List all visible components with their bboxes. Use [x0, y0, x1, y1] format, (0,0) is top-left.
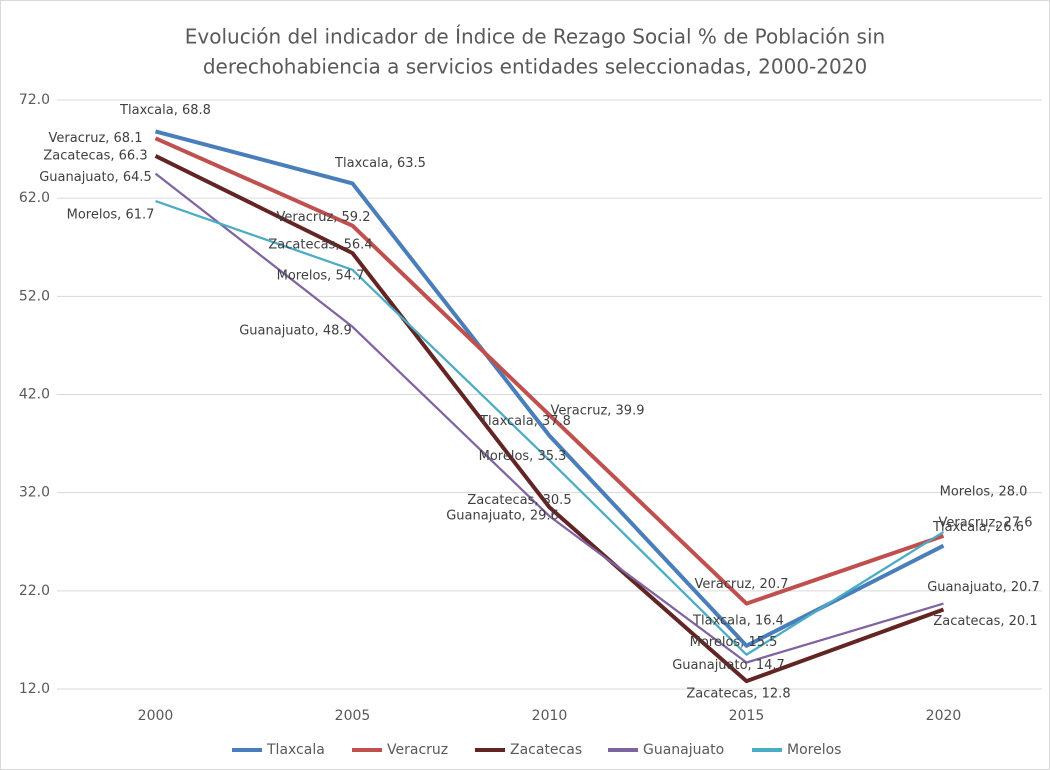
- legend-label: Veracruz: [387, 742, 448, 758]
- data-label: Veracruz, 68.1: [49, 131, 143, 146]
- y-tick-label: 12.0: [19, 681, 50, 697]
- data-label: Veracruz, 39.9: [551, 404, 645, 419]
- x-tick-label: 2005: [335, 708, 371, 724]
- x-tick-label: 2010: [532, 708, 568, 724]
- data-label: Tlaxcala, 68.8: [119, 103, 211, 118]
- data-label: Zacatecas, 20.1: [933, 614, 1037, 629]
- legend-label: Zacatecas: [510, 742, 582, 758]
- y-tick-label: 72.0: [19, 92, 50, 108]
- legend-label: Morelos: [787, 742, 841, 758]
- data-label: Zacatecas, 30.5: [467, 493, 571, 508]
- series-line: [154, 172, 944, 664]
- chart-title: Evolución del indicador de Índice de Rez…: [185, 25, 885, 49]
- y-tick-label: 22.0: [19, 583, 50, 599]
- data-label: Tlaxcala, 63.5: [334, 156, 426, 171]
- x-tick-label: 2015: [729, 708, 765, 724]
- data-label: Morelos, 61.7: [67, 208, 155, 223]
- chart-title: derechohabiencia a servicios entidades s…: [203, 55, 867, 79]
- data-label: Zacatecas, 66.3: [43, 148, 147, 163]
- x-tick-label: 2020: [926, 708, 962, 724]
- data-label: Morelos, 54.7: [277, 268, 365, 283]
- y-tick-label: 62.0: [19, 190, 50, 206]
- series-line: [155, 200, 945, 656]
- data-label: Guanajuato, 48.9: [239, 323, 352, 338]
- data-label: Morelos, 35.3: [479, 449, 567, 464]
- y-tick-label: 32.0: [19, 485, 50, 501]
- y-tick-label: 42.0: [19, 387, 50, 403]
- data-label: Guanajuato, 20.7: [927, 580, 1040, 595]
- data-label: Zacatecas, 56.4: [268, 238, 372, 253]
- data-label: Morelos, 28.0: [940, 484, 1028, 499]
- legend-label: Guanajuato: [643, 742, 724, 758]
- series-line: [154, 136, 945, 606]
- data-label: Veracruz, 27.6: [939, 515, 1033, 530]
- data-label: Guanajuato, 64.5: [39, 170, 152, 185]
- data-label: Tlaxcala, 16.4: [692, 613, 784, 628]
- data-label: Veracruz, 20.7: [695, 577, 789, 592]
- legend-label: Tlaxcala: [266, 742, 325, 758]
- data-label: Morelos, 15.5: [690, 635, 778, 650]
- data-label: Guanajuato, 29.6: [446, 509, 559, 524]
- series-line: [154, 154, 945, 684]
- y-tick-label: 52.0: [19, 288, 50, 304]
- data-label: Zacatecas, 12.8: [686, 687, 790, 702]
- data-label: Guanajuato, 14.7: [672, 658, 785, 673]
- x-tick-label: 2000: [138, 708, 174, 724]
- data-label: Tlaxcala, 37.8: [479, 414, 571, 429]
- data-label: Veracruz, 59.2: [277, 210, 371, 225]
- data-label: Tlaxcala, 26.6: [932, 520, 1024, 535]
